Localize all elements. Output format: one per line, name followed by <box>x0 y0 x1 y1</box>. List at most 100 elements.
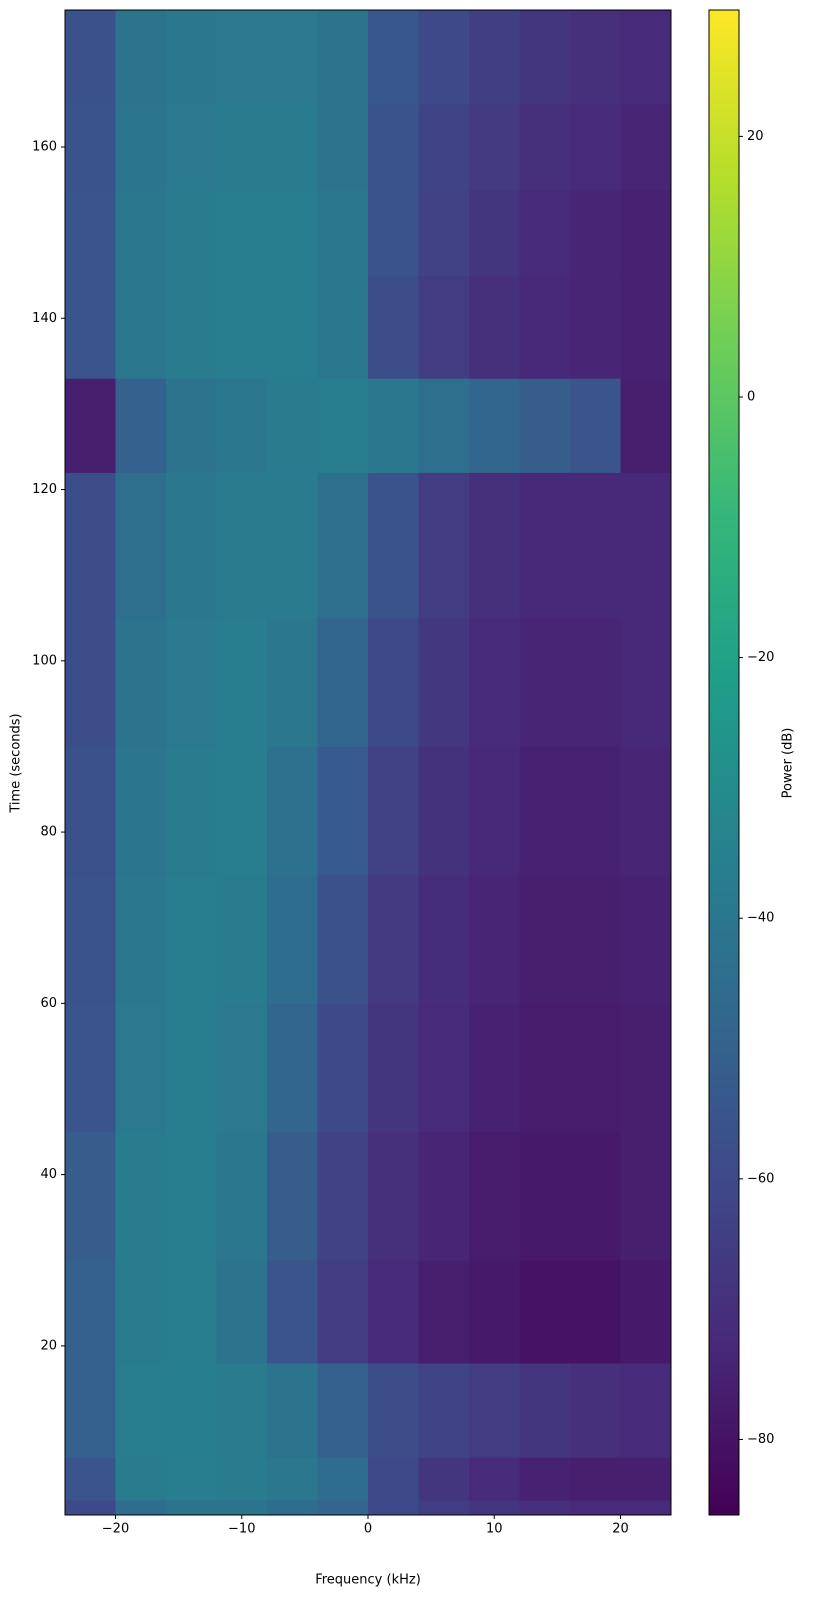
heatmap-cell <box>317 378 369 473</box>
heatmap-cell <box>216 1363 268 1458</box>
heatmap-cell <box>418 1260 470 1364</box>
heatmap-cell <box>620 1260 672 1364</box>
heatmap-cell <box>519 1363 571 1458</box>
colorbar-tick-label: 20 <box>747 129 764 144</box>
heatmap-cell <box>317 1003 369 1133</box>
heatmap-cell <box>115 617 167 747</box>
heatmap-cell <box>368 1260 419 1364</box>
y-tick-label: 60 <box>40 996 57 1011</box>
heatmap-cell <box>368 1500 419 1516</box>
heatmap-cell <box>368 1131 419 1261</box>
heatmap-cell <box>115 746 167 876</box>
heatmap-cell <box>519 1003 571 1133</box>
heatmap-cell <box>570 874 621 1004</box>
heatmap-cell <box>267 617 318 747</box>
heatmap-cell <box>469 1457 520 1501</box>
heatmap-cell <box>519 10 571 105</box>
heatmap-cell <box>65 378 116 473</box>
heatmap-cell <box>469 189 520 276</box>
heatmap-cell <box>317 189 369 276</box>
heatmap-cell <box>166 1457 217 1501</box>
heatmap-cell <box>166 617 217 747</box>
heatmap-cell <box>368 378 419 473</box>
heatmap-cell <box>418 1131 470 1261</box>
heatmap-cell <box>267 275 318 379</box>
y-tick-label: 80 <box>40 825 57 840</box>
y-tick-label: 160 <box>32 140 57 155</box>
heatmap-cell <box>418 189 470 276</box>
heatmap-cell <box>519 275 571 379</box>
heatmap-cell <box>418 104 470 191</box>
y-axis-label: Time (seconds) <box>9 713 24 813</box>
x-tick-label: 20 <box>612 1522 629 1537</box>
heatmap-cell <box>620 746 672 876</box>
heatmap-cell <box>418 874 470 1004</box>
heatmap-cell <box>418 10 470 105</box>
heatmap-cell <box>570 1500 621 1516</box>
heatmap-cell <box>368 1363 419 1458</box>
heatmap-cell <box>65 1003 116 1133</box>
heatmap-cell <box>317 104 369 191</box>
heatmap-cell <box>620 617 672 747</box>
heatmap-cell <box>469 1131 520 1261</box>
heatmap-cell <box>267 378 318 473</box>
heatmap-cell <box>418 472 470 619</box>
heatmap-cell <box>115 189 167 276</box>
heatmap-cell <box>166 10 217 105</box>
heatmap-cell <box>469 746 520 876</box>
colorbar <box>708 9 740 1516</box>
heatmap-cell <box>216 746 268 876</box>
heatmap-cell <box>267 104 318 191</box>
heatmap-cell <box>519 189 571 276</box>
heatmap-cell <box>368 1003 419 1133</box>
heatmap-cell <box>216 1260 268 1364</box>
heatmap-cell <box>166 378 217 473</box>
heatmap-cell <box>267 1260 318 1364</box>
heatmap-cell <box>267 874 318 1004</box>
heatmap-cell <box>469 617 520 747</box>
heatmap-cell <box>166 275 217 379</box>
heatmap-cell <box>115 1260 167 1364</box>
heatmap-cell <box>115 874 167 1004</box>
heatmap-cell <box>216 275 268 379</box>
heatmap-cell <box>570 1363 621 1458</box>
heatmap-cell <box>368 10 419 105</box>
heatmap-cell <box>267 1500 318 1516</box>
heatmap-cell <box>65 746 116 876</box>
heatmap-cell <box>115 1457 167 1501</box>
heatmap-cell <box>519 104 571 191</box>
heatmap-cell <box>317 1260 369 1364</box>
heatmap-cell <box>620 10 672 105</box>
heatmap-cell <box>267 1457 318 1501</box>
heatmap-cell <box>216 874 268 1004</box>
heatmap-cell <box>317 1500 369 1516</box>
heatmap-cell <box>570 1003 621 1133</box>
heatmap-cell <box>620 874 672 1004</box>
heatmap-cell <box>368 746 419 876</box>
heatmap-cell <box>570 1131 621 1261</box>
heatmap-cell <box>620 104 672 191</box>
heatmap-cell <box>620 1500 672 1516</box>
heatmap-cell <box>620 472 672 619</box>
heatmap-cell <box>570 104 621 191</box>
heatmap-cell <box>216 1500 268 1516</box>
heatmap-cell <box>65 10 116 105</box>
heatmap-cell <box>166 104 217 191</box>
heatmap-cell <box>620 1131 672 1261</box>
colorbar-tick-label: −60 <box>747 1171 774 1186</box>
heatmap-cell <box>115 1363 167 1458</box>
heatmap-cell <box>216 378 268 473</box>
heatmap-cell <box>570 472 621 619</box>
heatmap-cell <box>115 104 167 191</box>
heatmap-cell <box>368 1457 419 1501</box>
heatmap-cell <box>216 617 268 747</box>
heatmap-cell <box>216 1131 268 1261</box>
heatmap-cell <box>469 472 520 619</box>
heatmap-cell <box>469 1003 520 1133</box>
heatmap-cell <box>65 189 116 276</box>
heatmap-cell <box>317 874 369 1004</box>
heatmap-cell <box>570 617 621 747</box>
heatmap-cell <box>216 1003 268 1133</box>
heatmap-cell <box>418 1003 470 1133</box>
